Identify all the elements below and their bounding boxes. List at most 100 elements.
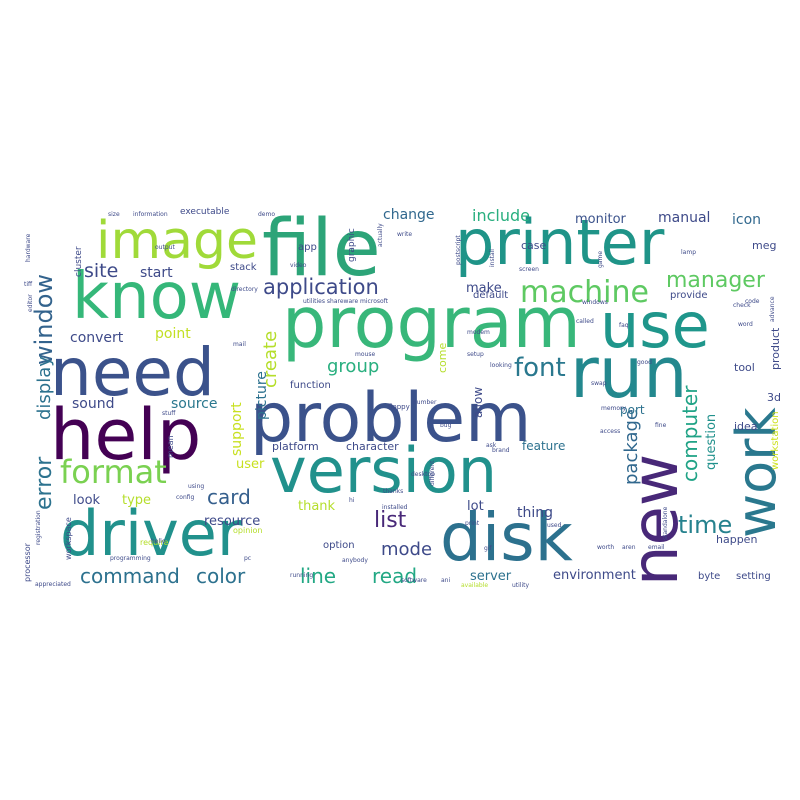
word-faq: faq (619, 322, 629, 329)
word-monitor: monitor (575, 212, 626, 227)
word-icon: icon (732, 212, 762, 228)
word-mouse: mouse (355, 351, 376, 358)
word-appreciated: appreciated (35, 581, 71, 588)
word-line: line (300, 564, 337, 588)
word-utilities-shareware-microsoft: utilities shareware microsoft (303, 298, 389, 305)
word-picture: picture (254, 371, 270, 420)
word-site: site (84, 260, 119, 282)
word-desktop: desktop (411, 471, 435, 478)
word-called: called (576, 318, 594, 325)
word-looking: looking (490, 362, 512, 369)
word-version: version (270, 434, 498, 507)
word-word: word (738, 321, 753, 328)
word-programming: programming (110, 555, 151, 562)
word-allow: allow (471, 386, 485, 418)
word-directory: directory (231, 286, 258, 293)
word-disk: disk (440, 499, 573, 576)
word-program: program (282, 282, 581, 364)
word-meg: meg (752, 239, 777, 252)
word-graphic: graphic (347, 228, 357, 262)
word-driver: driver (60, 497, 243, 570)
word-mail: mail (233, 341, 246, 348)
word-access: access (600, 428, 621, 435)
word-feature: feature (522, 439, 566, 453)
word-number: number (413, 399, 437, 406)
word-opinion: opinion (233, 526, 263, 535)
word-code: code (745, 298, 760, 305)
word-ask: ask (486, 442, 497, 449)
word-editor: editor (27, 294, 34, 312)
word-tiff: tiff (24, 281, 33, 288)
word-make: make (466, 281, 502, 296)
word-mean: mean (166, 435, 175, 458)
word-information: information (133, 211, 168, 218)
word-advance: advance (769, 296, 776, 322)
word-brand: brand (492, 447, 510, 454)
word-run: run (570, 332, 688, 414)
word-setting: setting (736, 571, 771, 582)
word-pc: pc (244, 555, 252, 562)
word-modem: modem (467, 329, 490, 336)
word-font: font (514, 353, 566, 383)
word-executable: executable (180, 207, 230, 217)
word-lamp: lamp (681, 249, 696, 256)
word-available: available (461, 582, 489, 589)
word-email: email (648, 544, 665, 551)
word-resource: resource (204, 514, 261, 529)
word-include: include (472, 206, 530, 225)
word-video: video (290, 262, 307, 269)
word-type: type (122, 493, 152, 508)
word-write: write (397, 231, 413, 238)
word-postscript: postscript (455, 235, 462, 265)
word-require: require (140, 538, 169, 547)
word-workspace: workspace (64, 517, 73, 560)
word-workstation: workstation (770, 411, 781, 470)
word-worth: worth (597, 544, 615, 551)
word-product: product (769, 327, 782, 370)
word-gif: gif (484, 545, 492, 552)
word-list: list (374, 508, 407, 533)
word-config: config (176, 494, 195, 501)
word-app: app (298, 242, 317, 253)
word-user: user (236, 457, 265, 472)
word-need: need (50, 334, 215, 411)
word-read: read (372, 564, 418, 588)
word-manager: manager (666, 268, 765, 293)
word-byte: byte (698, 571, 721, 582)
word-hi: hi (349, 497, 355, 504)
word-error: error (32, 456, 57, 510)
word-floppy: floppy (388, 403, 410, 411)
word-tool: tool (734, 361, 755, 374)
word-image: image (96, 211, 258, 271)
word-start: start (140, 265, 173, 281)
word-convert: convert (70, 330, 124, 346)
word-color: color (196, 564, 246, 588)
word-software: software (401, 577, 427, 584)
word-help: help (50, 394, 202, 476)
word-happen: happen (716, 533, 758, 546)
word-output: output (155, 244, 175, 251)
word-group: group (327, 356, 380, 377)
word-demo: demo (258, 211, 276, 218)
word-setup: setup (467, 351, 484, 358)
word-display: display (34, 356, 55, 420)
word-machine: machine (520, 275, 649, 310)
word-aren: aren (622, 544, 636, 551)
word-lot: lot (467, 499, 484, 514)
word-screen: screen (519, 266, 539, 273)
word-print: print (465, 520, 480, 527)
word-point: point (155, 326, 191, 342)
word-hello: hello (151, 538, 166, 545)
word-utility: utility (512, 582, 530, 589)
word-check: check (733, 302, 751, 309)
word-source: source (171, 396, 218, 412)
word-port: port (620, 403, 645, 417)
word-install: install (489, 249, 496, 267)
word-support: support (229, 402, 245, 456)
word-bug: bug (440, 422, 452, 429)
word-thanks: thanks (383, 488, 404, 495)
word-windows: windows (582, 299, 608, 306)
word-game: game (597, 250, 604, 268)
word-server: server (470, 569, 512, 584)
